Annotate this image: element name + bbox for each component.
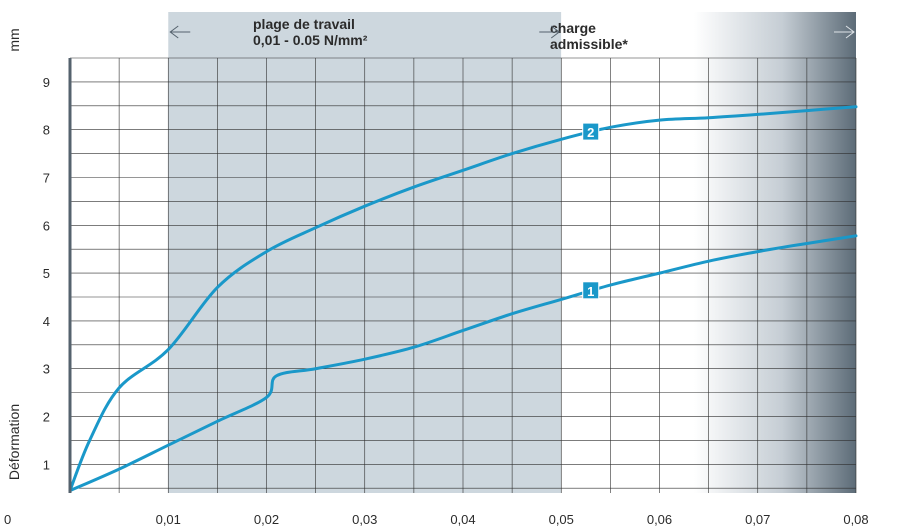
x-tick-label: 0,06 (647, 512, 672, 527)
curves (68, 105, 858, 493)
x-tick-label: 0,07 (745, 512, 770, 527)
x-tick-label: 0,01 (156, 512, 181, 527)
y-tick-label: 6 (43, 218, 50, 233)
grid (70, 57, 857, 493)
x-tick-label: 0,03 (352, 512, 377, 527)
y-tick-label: 1 (43, 457, 50, 472)
working-range-title: plage de travail (253, 16, 355, 32)
y-axis-title: Déformation (6, 404, 22, 480)
admissible-load-title: charge (550, 20, 596, 36)
series-badge-2 (582, 122, 600, 141)
y-tick-label: 7 (43, 171, 50, 186)
x-tick-label: 0,05 (549, 512, 574, 527)
y-tick-label: 5 (43, 266, 50, 281)
series-badge-label-2: 2 (587, 125, 594, 140)
y-unit-label: mm (6, 28, 22, 51)
y-tick-label: 2 (43, 410, 50, 425)
working-range-header: plage de travail 0,01 - 0.05 N/mm² (169, 16, 368, 48)
series-badge-1 (582, 281, 600, 300)
admissible-load-header: charge admissible* (539, 20, 855, 52)
admissible-load-subtitle: admissible* (550, 36, 628, 52)
y-tick-label: 3 (43, 362, 50, 377)
working-range-value: 0,01 - 0.05 N/mm² (253, 32, 368, 48)
curve-labels: 21 (582, 122, 600, 300)
y-tick-label: 9 (43, 75, 50, 90)
x-tick-label: 0,04 (450, 512, 475, 527)
arrow-left-icon (169, 25, 191, 39)
origin-label: 0 (4, 512, 11, 527)
x-tick-label: 0,08 (843, 512, 868, 527)
arrow-right-end-icon (834, 25, 855, 39)
x-tick-labels: 0,01 0,02 0,03 0,04 0,05 0,06 0,07 0,08 (156, 512, 869, 527)
curve-series-2 (68, 105, 858, 493)
y-tick-label: 4 (43, 314, 50, 329)
y-tick-label: 8 (43, 123, 50, 138)
curve-series-1 (68, 234, 858, 493)
x-tick-label: 0,02 (254, 512, 279, 527)
arrow-right-icon (539, 25, 561, 39)
y-tick-labels: 1 2 3 4 5 6 7 8 9 (43, 75, 50, 472)
series-badge-label-1: 1 (587, 284, 594, 299)
